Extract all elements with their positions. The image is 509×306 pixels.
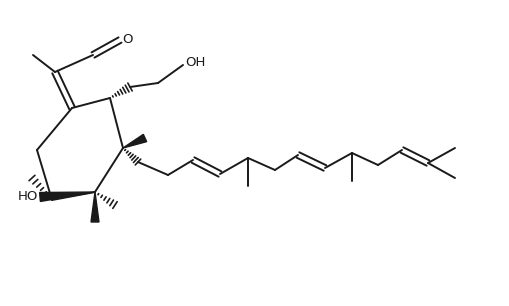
Polygon shape <box>123 134 147 148</box>
Polygon shape <box>40 192 95 201</box>
Text: O: O <box>122 32 132 46</box>
Text: OH: OH <box>185 55 205 69</box>
Text: HO: HO <box>18 191 38 203</box>
Polygon shape <box>91 192 99 222</box>
